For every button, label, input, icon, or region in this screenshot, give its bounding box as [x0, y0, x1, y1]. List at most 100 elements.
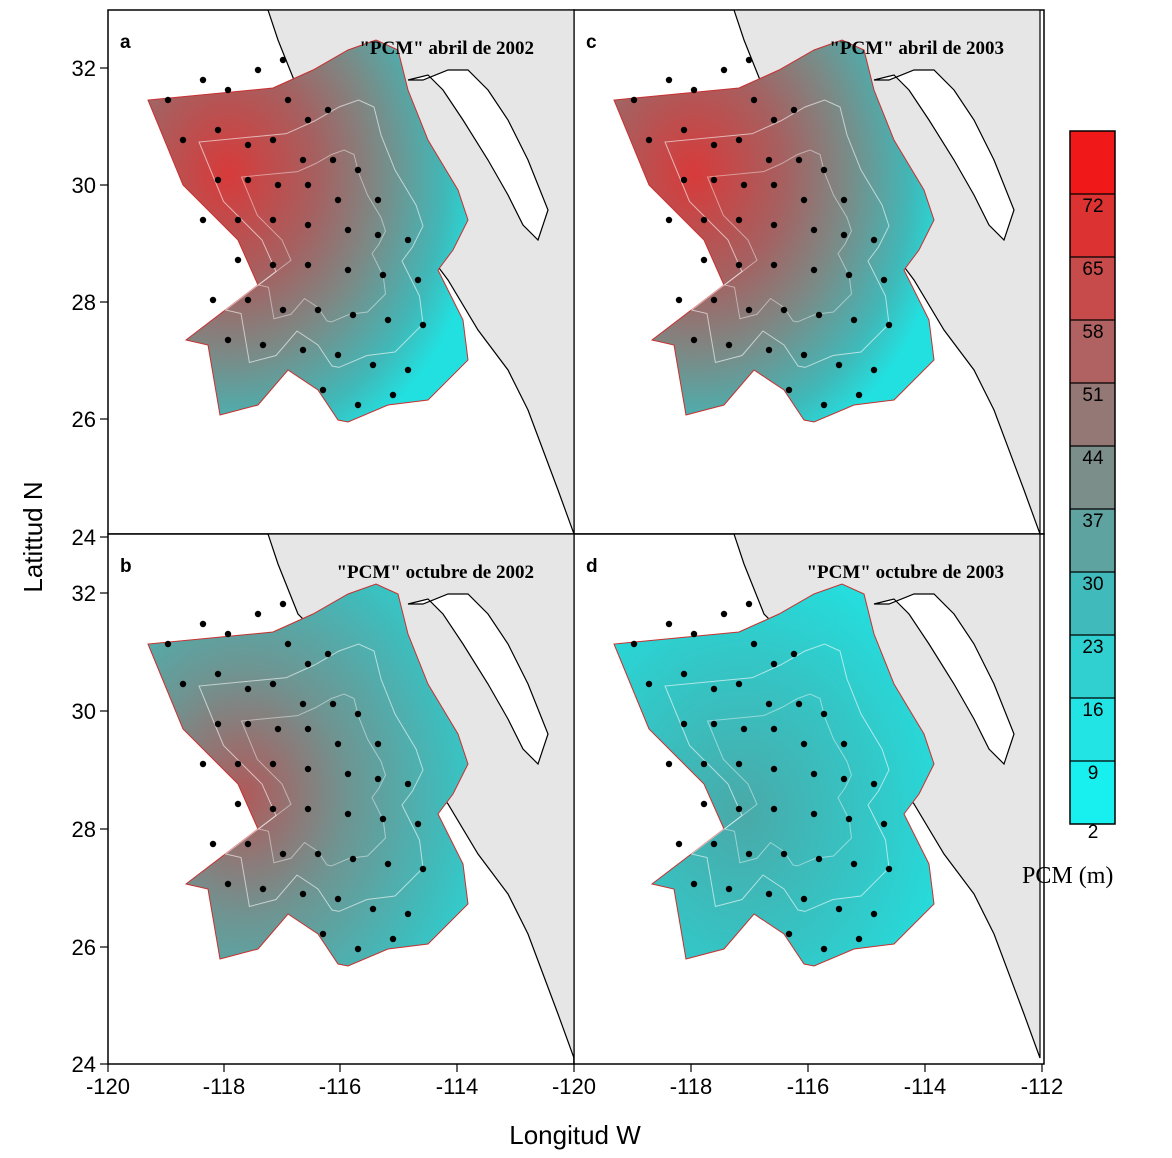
station-dot [840, 775, 848, 783]
x-tick-label: -120 [552, 1074, 596, 1099]
station-dot [795, 700, 803, 708]
station-dot [299, 700, 307, 708]
station-dot [800, 351, 808, 359]
station-dot [299, 346, 307, 354]
station-dot [199, 76, 207, 84]
station-dot [374, 231, 382, 239]
station-dot [850, 860, 858, 868]
station-dot [304, 805, 312, 813]
station-dot [885, 321, 893, 329]
y-tick-label: 32 [72, 581, 96, 606]
station-dot [224, 336, 232, 344]
station-dot [369, 905, 377, 913]
station-dot [630, 96, 638, 104]
gulf-water [873, 593, 1015, 766]
station-dot [259, 341, 267, 349]
x-tick-label: -116 [787, 1074, 829, 1099]
station-dot [404, 910, 412, 918]
panel-title: "PCM" octubre de 2002 [336, 562, 534, 583]
station-dot [880, 276, 888, 284]
station-dot [244, 296, 252, 304]
station-dot [284, 640, 292, 648]
station-dot [810, 266, 818, 274]
colorbar-frame [1069, 130, 1116, 825]
station-dot [404, 780, 412, 788]
station-dot [700, 800, 708, 808]
station-dot [269, 760, 277, 768]
station-dot [214, 176, 222, 184]
station-dot [710, 840, 718, 848]
station-dot [690, 880, 698, 888]
y-tick-label: 26 [72, 935, 96, 960]
station-dot [334, 895, 342, 903]
y-tick-label: 30 [72, 173, 96, 198]
station-dot [665, 76, 673, 84]
station-dot [720, 610, 728, 618]
station-dot [164, 96, 172, 104]
station-dot [164, 640, 172, 648]
colorbar-cell [1070, 509, 1115, 572]
station-dot [680, 670, 688, 678]
station-dot [810, 226, 818, 234]
colorbar-cell [1070, 131, 1115, 194]
station-dot [735, 216, 743, 224]
station-dot [870, 910, 878, 918]
station-dot [800, 740, 808, 748]
station-dot [389, 935, 397, 943]
x-tick-label: -114 [904, 1074, 946, 1099]
station-dot [745, 600, 753, 608]
y-axis-title: Latittud N [18, 481, 48, 592]
station-dot [770, 805, 778, 813]
station-dot [870, 236, 878, 244]
station-dot [690, 336, 698, 344]
station-dot [735, 136, 743, 144]
station-dot [269, 805, 277, 813]
station-dot [234, 800, 242, 808]
station-dot [880, 820, 888, 828]
station-dot [710, 141, 718, 149]
colorbar-title: PCM (m) [1022, 863, 1113, 889]
station-dot [349, 311, 357, 319]
station-dot [254, 66, 262, 74]
station-dot [740, 725, 748, 733]
station-dot [419, 865, 427, 873]
station-dot [820, 945, 828, 953]
station-dot [179, 136, 187, 144]
station-dot [735, 805, 743, 813]
station-dot [199, 620, 207, 628]
station-dot [765, 346, 773, 354]
station-dot [374, 196, 382, 204]
station-dot [700, 216, 708, 224]
station-dot [284, 96, 292, 104]
contour-line [706, 693, 853, 867]
station-dot [214, 670, 222, 678]
x-tick-label: -116 [319, 1074, 361, 1099]
station-dot [630, 640, 638, 648]
station-dot [279, 600, 287, 608]
station-dot [770, 221, 778, 229]
station-dot [735, 760, 743, 768]
station-dot [304, 261, 312, 269]
station-dot [710, 296, 718, 304]
station-dot [785, 930, 793, 938]
station-dot [800, 196, 808, 204]
station-dot [344, 226, 352, 234]
station-dot [374, 740, 382, 748]
station-dot [214, 720, 222, 728]
colorbar-level-label: 37 [1082, 511, 1103, 532]
station-dot [770, 181, 778, 189]
colorbar: 2 9 16 23 30 37 44 51 58 65 72 PCM (m) [1022, 130, 1116, 889]
station-dot [795, 156, 803, 164]
colorbar-cell [1070, 572, 1115, 635]
station-dot [279, 850, 287, 858]
station-dot [324, 650, 332, 658]
station-dot [414, 276, 422, 284]
pcm-contour-field [613, 39, 935, 423]
y-tick-label: 32 [72, 56, 96, 81]
station-dot [800, 895, 808, 903]
station-dot [369, 361, 377, 369]
contour-line [240, 693, 387, 867]
gulf-water [407, 593, 549, 766]
panel-letter: d [586, 556, 598, 577]
